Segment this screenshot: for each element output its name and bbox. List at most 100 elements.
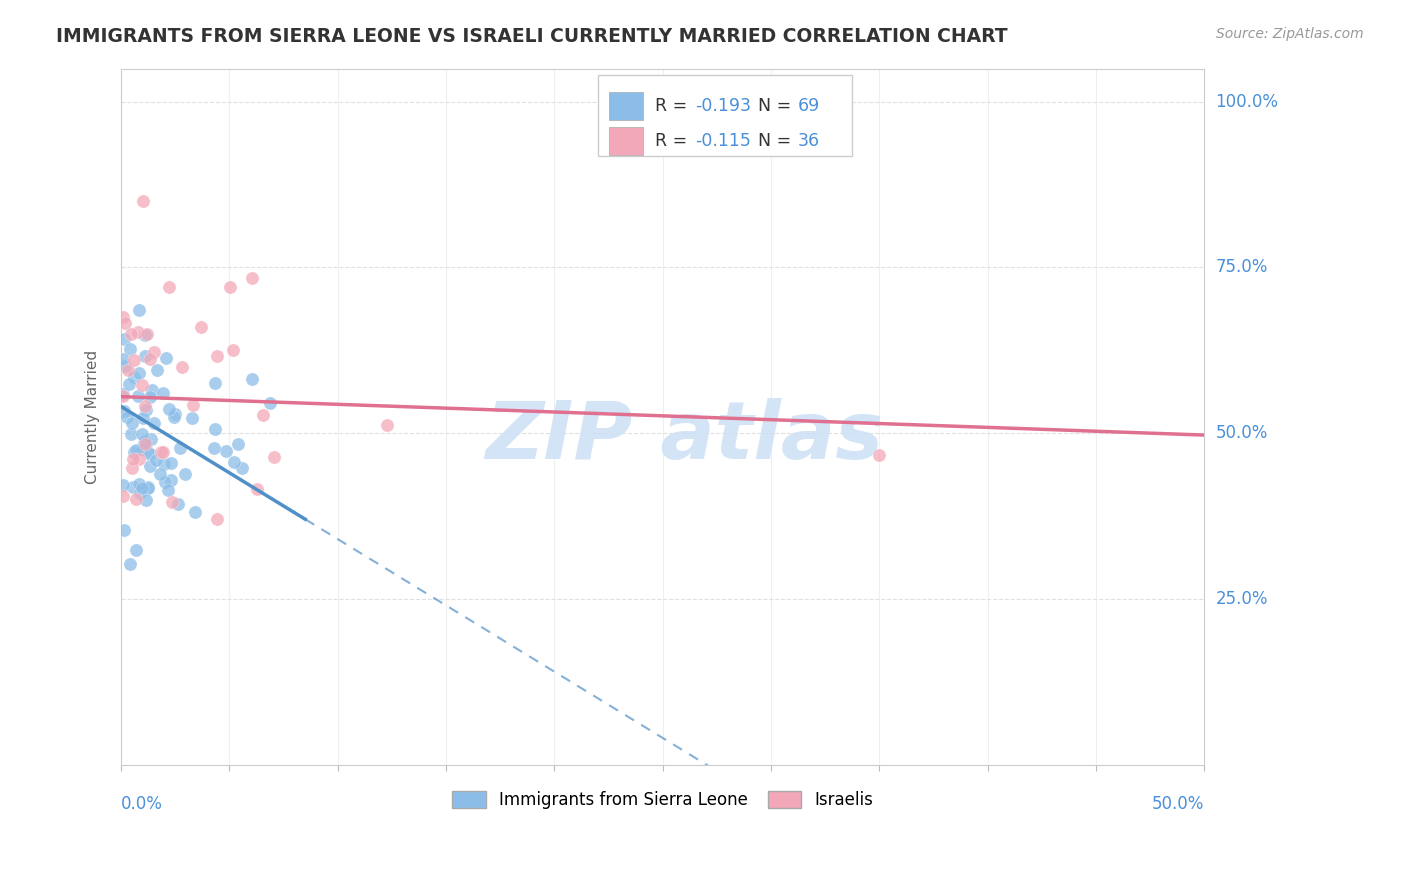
Point xyxy=(263,450,285,464)
Point xyxy=(204,421,226,435)
Point xyxy=(121,416,143,430)
Point xyxy=(160,473,183,487)
Point xyxy=(214,443,236,458)
Text: 0.0%: 0.0% xyxy=(121,795,163,814)
Y-axis label: Currently Married: Currently Married xyxy=(86,350,100,483)
Point xyxy=(165,407,187,421)
Point xyxy=(112,352,135,367)
Point xyxy=(134,349,156,363)
Point xyxy=(139,447,162,461)
Point xyxy=(112,524,135,538)
Point xyxy=(252,408,274,422)
Point xyxy=(231,461,253,475)
Text: -0.115: -0.115 xyxy=(696,132,751,150)
Point xyxy=(139,390,162,404)
FancyBboxPatch shape xyxy=(609,92,644,120)
Point xyxy=(120,326,142,341)
Text: N =: N = xyxy=(758,97,797,115)
Point xyxy=(159,280,181,294)
Point xyxy=(375,417,398,432)
Point xyxy=(183,398,205,412)
Legend: Immigrants from Sierra Leone, Israelis: Immigrants from Sierra Leone, Israelis xyxy=(446,784,880,815)
Point xyxy=(149,467,172,482)
Point xyxy=(117,362,139,376)
Point xyxy=(121,461,143,475)
Point xyxy=(181,411,204,425)
Point xyxy=(157,402,180,417)
Point xyxy=(139,351,162,366)
Text: 36: 36 xyxy=(799,132,820,150)
Point xyxy=(132,442,155,456)
Point xyxy=(115,409,138,424)
Point xyxy=(124,442,146,457)
Point xyxy=(135,326,157,341)
Point xyxy=(128,477,150,491)
Point xyxy=(173,467,195,482)
Text: 50.0%: 50.0% xyxy=(1216,424,1268,442)
Text: 75.0%: 75.0% xyxy=(1216,259,1268,277)
Point xyxy=(122,480,145,494)
Point xyxy=(132,435,155,450)
Point xyxy=(131,377,153,392)
Point xyxy=(134,327,156,342)
Point xyxy=(128,451,150,466)
Point xyxy=(139,458,162,473)
Point xyxy=(152,386,174,401)
Text: -0.193: -0.193 xyxy=(696,97,751,115)
Point xyxy=(128,302,150,317)
Point xyxy=(114,359,136,374)
Text: IMMIGRANTS FROM SIERRA LEONE VS ISRAELI CURRENTLY MARRIED CORRELATION CHART: IMMIGRANTS FROM SIERRA LEONE VS ISRAELI … xyxy=(56,27,1008,45)
Point xyxy=(224,455,246,469)
Point xyxy=(125,543,148,558)
Point xyxy=(169,442,191,456)
Point xyxy=(143,344,166,359)
Point xyxy=(112,489,135,503)
Point xyxy=(143,417,166,431)
Point xyxy=(134,436,156,450)
Point xyxy=(112,333,135,347)
Point xyxy=(136,444,159,458)
Point xyxy=(131,410,153,425)
Point xyxy=(135,493,157,508)
Point xyxy=(136,480,159,494)
Point xyxy=(163,410,186,425)
Point xyxy=(125,491,148,506)
Text: Source: ZipAtlas.com: Source: ZipAtlas.com xyxy=(1216,27,1364,41)
Point xyxy=(134,434,156,448)
Point xyxy=(207,512,229,526)
Point xyxy=(135,403,157,417)
Point xyxy=(159,456,181,470)
Point xyxy=(127,389,149,403)
Point xyxy=(202,441,225,455)
Point xyxy=(112,478,135,492)
Point xyxy=(134,399,156,413)
Text: R =: R = xyxy=(655,97,693,115)
Point xyxy=(240,271,263,285)
Text: R =: R = xyxy=(655,132,693,150)
Text: 25.0%: 25.0% xyxy=(1216,590,1268,607)
Text: ZIP atlas: ZIP atlas xyxy=(485,399,883,476)
Point xyxy=(128,485,150,500)
Point xyxy=(155,351,177,365)
Point xyxy=(124,369,146,384)
Point xyxy=(259,396,281,410)
Point xyxy=(150,445,173,459)
FancyBboxPatch shape xyxy=(609,128,644,155)
Point xyxy=(204,376,226,390)
FancyBboxPatch shape xyxy=(598,76,852,155)
Point xyxy=(120,557,142,571)
Point xyxy=(141,433,163,447)
Point xyxy=(122,352,145,367)
Point xyxy=(868,448,890,462)
Point xyxy=(160,494,183,508)
Point xyxy=(114,316,136,330)
Text: 69: 69 xyxy=(799,97,821,115)
Point xyxy=(128,366,150,380)
Point xyxy=(155,475,177,489)
Point xyxy=(145,453,167,467)
Point xyxy=(205,349,228,363)
Point xyxy=(170,360,193,375)
Point xyxy=(120,426,142,441)
Point xyxy=(152,445,174,459)
Point xyxy=(153,457,176,471)
